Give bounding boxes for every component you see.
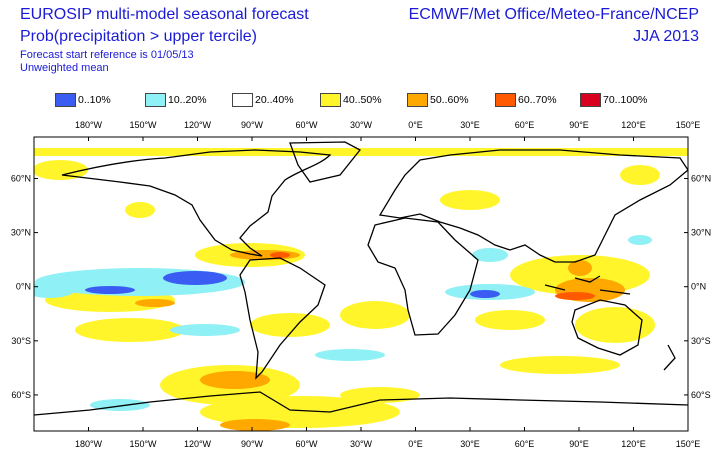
lon-tick-label: 0°E — [408, 439, 423, 449]
shade-yellow — [250, 313, 330, 337]
legend-swatch — [407, 93, 428, 107]
legend-label: 10..20% — [168, 94, 207, 106]
coastline-antarctica — [34, 391, 688, 416]
lat-tick-label: 30°N — [691, 228, 711, 238]
shade-light-blue — [472, 248, 508, 262]
graticule-labels: 180°W 180°W 150°W 150°W 120°W 120°W 90°W 90°W 60… — [11, 120, 711, 449]
lon-tick-label: 90°W — [241, 120, 264, 130]
legend-swatch — [55, 93, 76, 107]
lon-tick-label: 120°E — [621, 439, 646, 449]
lon-tick-label: 150°W — [129, 120, 157, 130]
lat-tick-label: 60°N — [11, 173, 31, 183]
forecast-title: EUROSIP multi-model seasonal forecast — [20, 6, 309, 23]
shade-orange — [200, 371, 270, 389]
legend-label: 20..40% — [255, 94, 294, 106]
lon-tick-label: 150°E — [676, 439, 701, 449]
lon-tick-label: 60°W — [295, 439, 318, 449]
lon-tick-label: 60°W — [295, 120, 318, 130]
lon-tick-label: 90°E — [569, 120, 589, 130]
lon-tick-label: 90°E — [569, 439, 589, 449]
coastline-greenland — [289, 141, 361, 183]
legend-swatch — [320, 93, 341, 107]
lat-tick-label: 30°N — [11, 228, 31, 238]
shade-yellow — [125, 202, 155, 218]
lat-tick-label: 60°S — [691, 390, 711, 400]
shade-orange — [568, 260, 592, 276]
lat-tick-label: 30°S — [11, 336, 31, 346]
shade-light-blue — [34, 282, 75, 298]
lon-tick-label: 120°W — [184, 439, 212, 449]
coastline-new-zealand — [663, 344, 676, 371]
lon-tick-label: 180°W — [75, 439, 103, 449]
shade-yellow — [75, 318, 185, 342]
lon-tick-label: 30°W — [350, 439, 373, 449]
lat-tick-label: 0°N — [16, 282, 31, 292]
shade-yellow — [340, 301, 410, 329]
shade-dark-blue — [163, 271, 227, 285]
data-source: ECMWF/Met Office/Meteo-France/NCEP — [408, 6, 699, 23]
legend-swatch — [580, 93, 601, 107]
legend-label: 70..100% — [603, 94, 648, 106]
shade-light-blue — [628, 235, 652, 245]
coastline-eurasia — [378, 149, 688, 263]
lon-tick-label: 30°E — [460, 439, 480, 449]
legend-label: 0..10% — [78, 94, 111, 106]
legend-swatch — [145, 93, 166, 107]
coastline-indonesia — [544, 275, 631, 295]
legend-label: 40..50% — [343, 94, 382, 106]
shade-yellow — [500, 356, 620, 374]
legend-label: 50..60% — [430, 94, 469, 106]
coastline-south-america — [239, 257, 326, 380]
shade-yellow — [575, 307, 655, 343]
lon-tick-label: 180°W — [75, 120, 103, 130]
shade-yellow — [440, 190, 500, 210]
shade-light-blue — [170, 324, 240, 336]
lat-tick-label: 30°S — [691, 336, 711, 346]
shade-dark-blue — [470, 290, 500, 298]
lon-tick-label: 60°E — [515, 439, 535, 449]
shade-yellow — [34, 160, 88, 180]
shade-yellow — [475, 310, 545, 330]
shade-yellow — [34, 148, 688, 156]
coastline-north-america — [61, 149, 332, 257]
lon-tick-label: 30°W — [350, 120, 373, 130]
lon-tick-label: 30°E — [460, 120, 480, 130]
coastlines — [34, 141, 688, 416]
lon-tick-label: 120°E — [621, 120, 646, 130]
shade-red-orange — [555, 292, 595, 300]
lon-tick-label: 60°E — [515, 120, 535, 130]
coastline-africa — [367, 217, 479, 336]
forecast-subtitle: Prob(precipitation > upper tercile) — [20, 28, 258, 45]
shade-orange — [220, 419, 290, 431]
legend-swatch — [232, 93, 253, 107]
lat-tick-label: 0°N — [691, 282, 706, 292]
graticule-ticks — [34, 137, 689, 431]
mean-type: Unweighted mean — [20, 62, 109, 74]
forecast-start-reference: Forecast start reference is 01/05/13 — [20, 49, 194, 61]
lat-tick-label: 60°N — [691, 173, 711, 183]
shade-red-orange — [270, 252, 290, 258]
lon-tick-label: 0°E — [408, 120, 423, 130]
legend-swatch — [495, 93, 516, 107]
season-label: JJA 2013 — [633, 28, 699, 45]
lon-tick-label: 150°W — [129, 439, 157, 449]
lon-tick-label: 90°W — [241, 439, 264, 449]
shade-yellow — [620, 165, 660, 185]
lon-tick-label: 150°E — [676, 120, 701, 130]
lat-tick-label: 60°S — [11, 390, 31, 400]
shade-light-blue — [315, 349, 385, 361]
shade-orange — [135, 299, 175, 307]
shade-dark-blue — [85, 286, 135, 294]
lon-tick-label: 120°W — [184, 120, 212, 130]
coastline-australia — [571, 299, 643, 356]
legend-label: 60..70% — [518, 94, 557, 106]
